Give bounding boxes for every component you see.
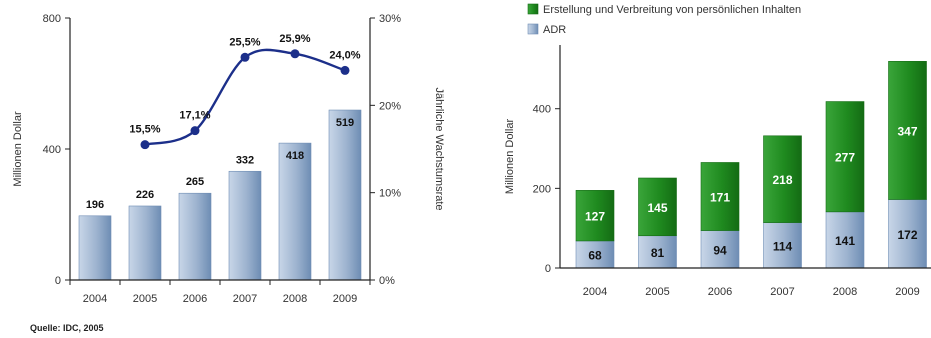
left-x-tick-label: 2006 bbox=[183, 293, 207, 305]
growth-rate-label: 15,5% bbox=[129, 124, 160, 136]
left-x-tick-label: 2004 bbox=[83, 293, 107, 305]
left-y2-tick-label: 30% bbox=[379, 13, 401, 25]
left-y2-tick-label: 10% bbox=[379, 188, 401, 200]
right-x-tick-label: 2007 bbox=[770, 286, 794, 298]
stacked-bar-value-label: 347 bbox=[897, 124, 917, 138]
stacked-bar-value-label: 171 bbox=[710, 191, 730, 205]
left-x-tick-label: 2007 bbox=[233, 293, 257, 305]
growth-rate-point-2007 bbox=[240, 52, 250, 62]
stacked-bar-value-label: 68 bbox=[588, 248, 602, 262]
stacked-bar-value-label: 218 bbox=[772, 173, 792, 187]
growth-rate-label: 24,0% bbox=[329, 49, 360, 61]
right-axes bbox=[559, 45, 931, 269]
bar-2005 bbox=[128, 205, 162, 281]
stacked-bar-value-label: 81 bbox=[651, 246, 665, 260]
growth-rate-label: 25,5% bbox=[229, 36, 260, 48]
stacked-bar-content-2004 bbox=[575, 190, 615, 242]
right-y-tick-label: 0 bbox=[545, 263, 551, 275]
stacked-bar-value-label: 141 bbox=[835, 234, 855, 248]
left-y-tick-label: 800 bbox=[43, 13, 61, 25]
left-y-tick-label: 400 bbox=[43, 144, 61, 156]
right-x-ticks: 2004 2005 2006 2007 2008 2009 bbox=[583, 286, 920, 298]
right-y-axis-label: Millionen Dollar bbox=[504, 119, 516, 195]
legend-swatch-adr bbox=[527, 23, 539, 35]
stacked-bar-value-label: 127 bbox=[585, 210, 605, 224]
stacked-bar-adr-2008 bbox=[825, 211, 865, 269]
left-x-tick-label: 2005 bbox=[133, 293, 157, 305]
left-y2-tick-label: 0% bbox=[379, 275, 395, 287]
right-chart: Erstellung und Verbreitung von persönlic… bbox=[504, 3, 931, 298]
stacked-bar-value-label: 172 bbox=[897, 228, 917, 242]
bar-value-label: 332 bbox=[236, 154, 254, 166]
stacked-bar-value-label: 145 bbox=[647, 201, 667, 215]
bar-2004 bbox=[78, 215, 112, 281]
left-y2-axis-label: Jährliche Wachstumsrate bbox=[433, 87, 445, 210]
left-y2-tick-label: 20% bbox=[379, 100, 401, 112]
stacked-bar-value-label: 94 bbox=[713, 243, 727, 257]
bar-2006 bbox=[178, 192, 212, 281]
stacked-bar-content-2008 bbox=[825, 101, 865, 213]
stacked-bar-value-label: 277 bbox=[835, 151, 855, 165]
stacked-bar-content-2005 bbox=[638, 177, 677, 237]
right-y-tick-label: 400 bbox=[533, 104, 551, 116]
bar-value-label: 418 bbox=[286, 150, 304, 162]
growth-rate-line-path bbox=[144, 48, 346, 146]
left-bar-labels: 196 226 265 332 418 519 bbox=[86, 117, 354, 211]
right-x-tick-label: 2004 bbox=[583, 286, 607, 298]
legend-swatch-content bbox=[527, 3, 539, 15]
bar-2007 bbox=[228, 170, 262, 281]
growth-rate-label: 25,9% bbox=[279, 33, 310, 45]
bar-value-label: 265 bbox=[186, 176, 204, 188]
left-x-tick-label: 2008 bbox=[283, 293, 307, 305]
left-x-tick-label: 2009 bbox=[333, 293, 357, 305]
bar-2008 bbox=[278, 142, 312, 281]
stacked-bar-adr-2004 bbox=[575, 240, 615, 269]
stacked-bar-adr-2005 bbox=[638, 235, 677, 269]
left-y-axis-label: Millionen Dollar bbox=[12, 111, 24, 187]
right-y-tick-label: 200 bbox=[533, 183, 551, 195]
bar-value-label: 196 bbox=[86, 199, 104, 211]
stacked-bar-content-2009 bbox=[888, 61, 927, 200]
right-x-tick-label: 2006 bbox=[708, 286, 732, 298]
growth-rate-point-2006 bbox=[190, 126, 200, 136]
growth-rate-point-2009 bbox=[340, 65, 350, 75]
legend-label-adr: ADR bbox=[543, 24, 566, 36]
growth-rate-line: 15,5% 17,1% 25,5% 25,9% 24,0% bbox=[129, 33, 361, 150]
source-note: Quelle: IDC, 2005 bbox=[30, 323, 104, 333]
left-y-tick-label: 0 bbox=[55, 275, 61, 287]
stacked-bar-content-2006 bbox=[700, 162, 740, 231]
legend-label-content: Erstellung und Verbreitung von persönlic… bbox=[543, 4, 801, 16]
left-x-ticks: 2004 2005 2006 2007 2008 2009 bbox=[69, 280, 371, 305]
bar-2009 bbox=[328, 109, 362, 281]
left-chart: 196 226 265 332 418 519 15,5% 17,1% 25,5% 25,9% 2… bbox=[12, 13, 445, 305]
bar-value-label: 519 bbox=[336, 117, 354, 129]
right-y-ticks: 0 200 400 bbox=[533, 104, 560, 275]
right-bars: 68 127 81 145 94 171 114 218 141 277 172 347 bbox=[575, 61, 927, 269]
left-axes bbox=[69, 18, 371, 281]
left-bars bbox=[78, 109, 362, 281]
left-y2-ticks: 0% 10% 20% 30% bbox=[370, 13, 401, 287]
stacked-bar-adr-2006 bbox=[700, 230, 740, 269]
right-x-tick-label: 2005 bbox=[645, 286, 669, 298]
growth-rate-point-2008 bbox=[290, 49, 300, 59]
stacked-bar-content-2007 bbox=[763, 135, 802, 223]
growth-rate-label: 17,1% bbox=[179, 110, 210, 122]
right-legend: Erstellung und Verbreitung von persönlic… bbox=[527, 3, 801, 36]
stacked-bar-value-label: 114 bbox=[773, 239, 793, 253]
bar-value-label: 226 bbox=[136, 189, 154, 201]
right-x-tick-label: 2009 bbox=[895, 286, 919, 298]
growth-rate-point-2005 bbox=[140, 140, 150, 150]
left-y-ticks: 0 400 800 bbox=[43, 13, 70, 287]
right-x-tick-label: 2008 bbox=[833, 286, 857, 298]
